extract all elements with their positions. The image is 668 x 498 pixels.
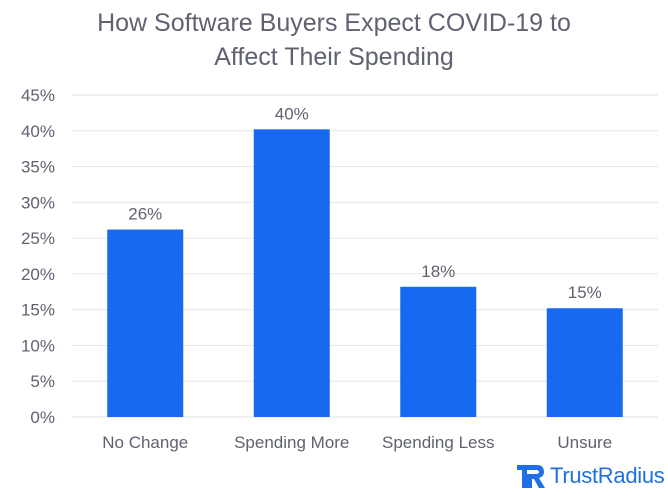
bars (107, 129, 623, 417)
x-tick-label: Spending More (234, 433, 349, 452)
brand-name: TrustRadius (550, 463, 665, 488)
bar (400, 286, 477, 417)
chart-title: How Software Buyers Expect COVID-19 to A… (0, 6, 668, 74)
y-tick-label: 0% (30, 408, 55, 427)
y-axis-tick-labels: 0% 5% 10% 15% 20% 25% 30% 35% 40% 45% (21, 86, 55, 427)
bar (107, 229, 184, 417)
y-tick-label: 35% (21, 158, 55, 177)
chart-title-line-1: How Software Buyers Expect COVID-19 to (97, 9, 571, 37)
y-tick-label: 45% (21, 86, 55, 105)
y-tick-label: 25% (21, 229, 55, 248)
data-label: 26% (128, 205, 162, 224)
y-tick-label: 15% (21, 301, 55, 320)
y-tick-label: 5% (30, 372, 55, 391)
chart-title-line-2: Affect Their Spending (214, 43, 454, 71)
y-tick-label: 20% (21, 265, 55, 284)
x-axis-tick-labels: No Change Spending More Spending Less Unsur… (102, 433, 612, 452)
trustradius-logo-icon (517, 465, 545, 488)
y-tick-label: 10% (21, 336, 55, 355)
y-tick-label: 30% (21, 193, 55, 212)
data-labels: 26% 40% 18% 15% (128, 104, 602, 302)
x-tick-label: No Change (102, 433, 188, 452)
data-label: 40% (275, 104, 309, 123)
x-tick-label: Spending Less (382, 433, 494, 452)
y-tick-label: 40% (21, 122, 55, 141)
bar (253, 129, 330, 417)
trustradius-logo: TrustRadius (516, 460, 665, 492)
data-label: 18% (421, 262, 455, 281)
data-label: 15% (568, 283, 602, 302)
bar (546, 308, 623, 417)
x-tick-label: Unsure (557, 433, 612, 452)
